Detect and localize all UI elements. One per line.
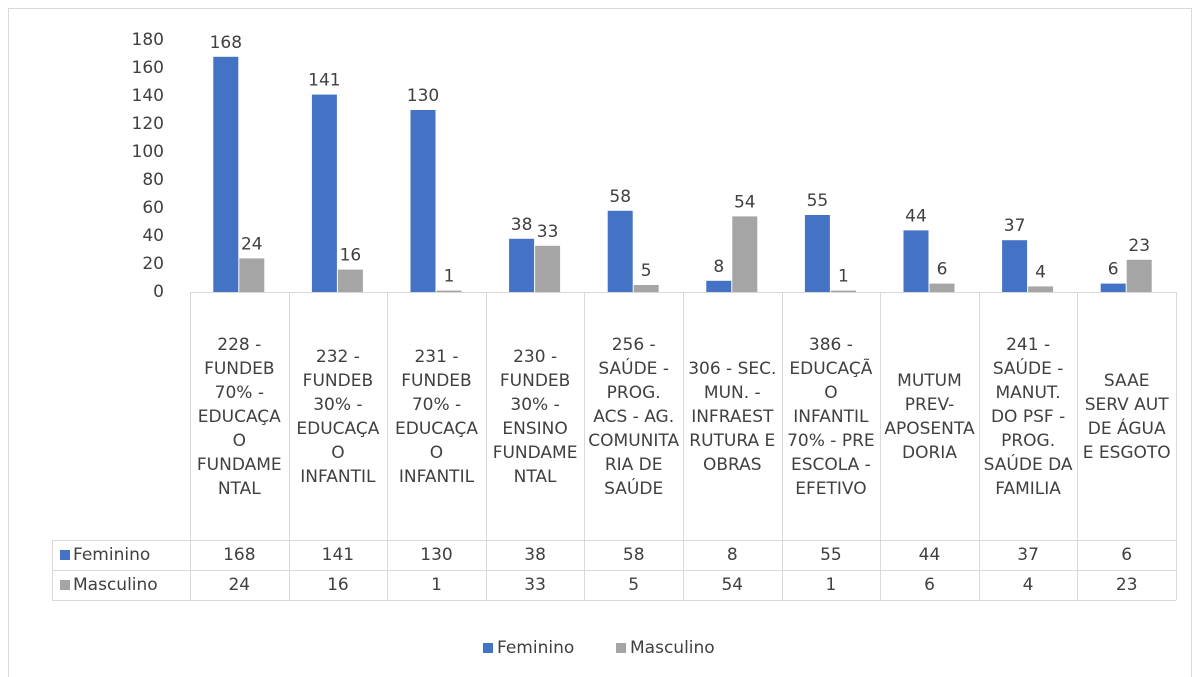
category-label: 230 - FUNDEB 30% - ENSINO FUNDAMENTAL <box>492 347 578 487</box>
table-row-label: Masculino <box>73 575 158 595</box>
data-label: 38 <box>511 215 533 235</box>
table-row-label: Feminino <box>73 545 150 565</box>
y-tick-label: 20 <box>142 254 164 274</box>
category-label: 231 - FUNDEB 70% - EDUCAÇAO INFANTIL <box>394 347 478 487</box>
data-label: 33 <box>537 222 559 242</box>
bar <box>213 56 239 292</box>
category-label: 228 - FUNDEB 70% - EDUCAÇAO FUNDAMENTAL <box>196 335 282 499</box>
bar <box>607 210 633 292</box>
table-value: 5 <box>628 575 639 595</box>
bar <box>903 230 929 292</box>
table-value: 6 <box>924 575 935 595</box>
bar <box>311 94 337 292</box>
category-label: 232 - FUNDEB 30% - EDUCAÇAO INFANTIL <box>296 347 380 487</box>
data-label: 23 <box>1128 236 1150 256</box>
data-label: 44 <box>905 206 927 226</box>
bar <box>535 245 561 292</box>
data-label: 6 <box>937 260 948 280</box>
bar <box>1028 286 1054 292</box>
table-value: 24 <box>228 575 250 595</box>
y-tick-label: 60 <box>142 198 164 218</box>
table-value: 54 <box>721 575 743 595</box>
table-value: 33 <box>524 575 546 595</box>
y-tick-label: 120 <box>132 114 164 134</box>
legend-key <box>616 643 626 653</box>
data-label: 8 <box>713 257 724 277</box>
data-label: 24 <box>241 234 263 254</box>
bar <box>706 280 732 292</box>
data-label: 6 <box>1108 260 1119 280</box>
data-label: 54 <box>734 192 756 212</box>
bar <box>929 283 955 292</box>
table-value: 58 <box>623 545 645 565</box>
category-label: 241 - SAÚDE - MANUT. DO PSF - PROG. SAÚD… <box>983 335 1073 499</box>
data-label: 16 <box>340 246 362 266</box>
data-label: 1 <box>444 267 455 287</box>
table-value: 16 <box>327 575 349 595</box>
bar <box>1100 283 1126 292</box>
table-value: 44 <box>919 545 941 565</box>
bar <box>239 258 265 292</box>
y-tick-label: 100 <box>132 142 164 162</box>
table-value: 23 <box>1116 575 1138 595</box>
y-tick-label: 0 <box>153 282 164 302</box>
chart-border <box>8 8 1192 677</box>
bar <box>1126 259 1152 292</box>
legend-label: Feminino <box>497 638 574 658</box>
bar <box>633 285 659 292</box>
table-value: 6 <box>1121 545 1132 565</box>
data-label: 168 <box>210 33 242 53</box>
table-value: 168 <box>223 545 255 565</box>
table-value: 55 <box>820 545 842 565</box>
legend-key <box>483 643 493 653</box>
data-label: 58 <box>609 187 631 207</box>
bar <box>337 269 363 292</box>
data-label: 1 <box>838 267 849 287</box>
table-legend-key <box>60 550 70 560</box>
bar <box>436 290 462 292</box>
bar <box>804 215 830 292</box>
table-value: 1 <box>431 575 442 595</box>
category-label: MUTUM PREV- APOSENTADORIA <box>884 371 975 463</box>
bar <box>509 238 535 292</box>
bar <box>830 290 856 292</box>
bar <box>1002 240 1028 292</box>
table-legend-key <box>60 580 70 590</box>
table-value: 141 <box>322 545 354 565</box>
category-label: 386 - EDUCAÇÃO INFANTIL 70% - PRE ESCOLA… <box>787 335 875 499</box>
y-tick-label: 180 <box>132 30 164 50</box>
table-value: 1 <box>825 575 836 595</box>
category-label: 256 - SAÚDE - PROG. ACS - AG. COMUNITARI… <box>588 335 680 499</box>
legend-label: Masculino <box>630 638 715 658</box>
table-value: 130 <box>420 545 452 565</box>
data-label: 130 <box>407 86 439 106</box>
category-label: SAAE SERV AUT DE ÁGUA E ESGOTO <box>1082 371 1171 463</box>
table-value: 38 <box>524 545 546 565</box>
table-value: 37 <box>1017 545 1039 565</box>
y-tick-label: 80 <box>142 170 164 190</box>
data-label: 5 <box>641 261 652 281</box>
y-tick-label: 160 <box>132 58 164 78</box>
table-value: 4 <box>1023 575 1034 595</box>
y-tick-label: 140 <box>132 86 164 106</box>
y-tick-label: 40 <box>142 226 164 246</box>
table-value: 8 <box>727 545 738 565</box>
bar <box>410 110 436 292</box>
category-label: 306 - SEC. MUN. - INFRAESTRUTURA E OBRAS <box>688 359 777 475</box>
data-label: 55 <box>807 191 829 211</box>
bar <box>732 216 758 292</box>
data-label: 4 <box>1035 262 1046 282</box>
data-label: 37 <box>1004 216 1026 236</box>
data-label: 141 <box>308 71 340 91</box>
